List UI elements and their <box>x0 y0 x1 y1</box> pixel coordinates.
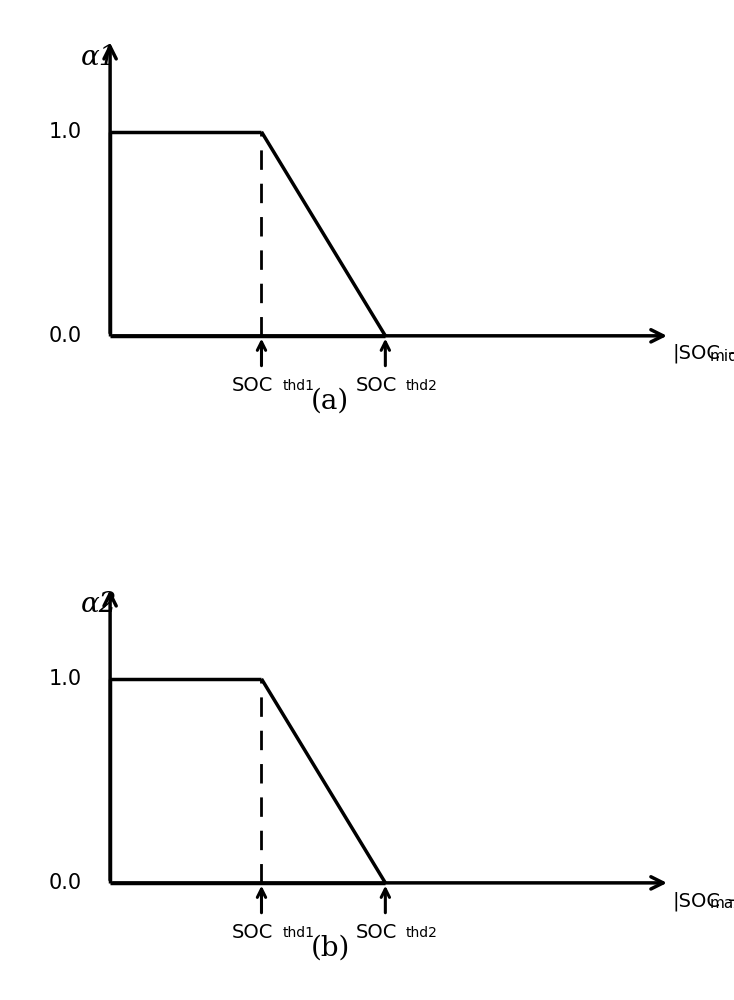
Text: (b): (b) <box>310 935 350 962</box>
Text: thd2: thd2 <box>406 379 438 393</box>
Text: thd2: thd2 <box>406 926 438 940</box>
Text: -SOC: -SOC <box>728 891 734 910</box>
Text: max: max <box>710 896 734 911</box>
Text: thd1: thd1 <box>282 379 314 393</box>
Text: 1.0: 1.0 <box>48 122 81 142</box>
Text: mid: mid <box>710 349 734 364</box>
Text: α2: α2 <box>81 591 117 618</box>
Text: SOC: SOC <box>232 376 273 395</box>
Text: 0.0: 0.0 <box>48 326 81 346</box>
Text: |SOC: |SOC <box>672 344 720 363</box>
Text: thd1: thd1 <box>282 926 314 940</box>
Text: SOC: SOC <box>355 923 397 942</box>
Text: 1.0: 1.0 <box>48 669 81 689</box>
Text: (a): (a) <box>311 388 349 415</box>
Text: SOC: SOC <box>232 923 273 942</box>
Text: SOC: SOC <box>355 376 397 395</box>
Text: α1: α1 <box>81 44 117 71</box>
Text: |SOC: |SOC <box>672 891 720 911</box>
Text: -SOC: -SOC <box>728 344 734 363</box>
Text: 0.0: 0.0 <box>48 873 81 893</box>
